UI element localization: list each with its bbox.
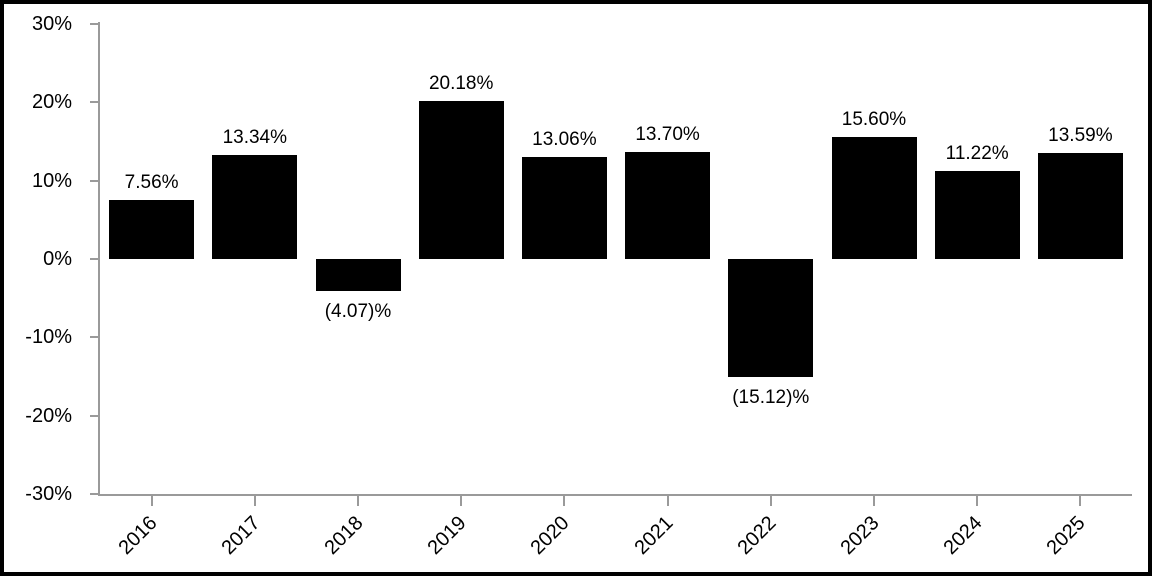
bar-value-label: 13.06% <box>532 128 597 150</box>
x-axis-line <box>98 494 1132 496</box>
bar-2016 <box>109 199 195 259</box>
bar-2022 <box>728 259 814 378</box>
x-axis-tick-label: 2024 <box>939 512 987 560</box>
bar-value-label: (4.07)% <box>324 300 392 322</box>
y-axis-tick <box>90 258 98 260</box>
y-axis-tick-label: 30% <box>31 13 72 35</box>
y-axis-tick <box>90 493 98 495</box>
x-axis-tick <box>1079 496 1082 506</box>
x-axis-tick <box>253 496 256 506</box>
bar-value-label: 20.18% <box>428 72 494 94</box>
y-axis-tick-label: 0% <box>43 248 72 270</box>
bar-value-label: 15.60% <box>841 108 907 130</box>
x-axis-tick <box>150 496 153 506</box>
x-axis-tick-label: 2022 <box>733 512 781 560</box>
y-axis-tick-label: -30% <box>25 483 72 505</box>
x-axis-tick-label: 2017 <box>217 512 265 560</box>
x-axis-tick-label: 2020 <box>526 512 574 560</box>
x-axis-tick-label: 2023 <box>836 512 884 560</box>
bar-value-label: 13.34% <box>222 126 288 148</box>
bar-2021 <box>625 151 711 259</box>
x-axis-tick <box>769 496 772 506</box>
x-axis-tick <box>976 496 979 506</box>
x-axis-tick <box>357 496 359 506</box>
bar-2025 <box>1037 152 1123 259</box>
plot-area: 30% 20% 10% 0% -10% -20% -30% 7.56% 2016 13.34% 20… <box>4 4 1148 572</box>
y-axis-tick-label: 20% <box>31 91 72 114</box>
y-axis-tick <box>90 179 98 182</box>
bar-2018 <box>315 259 401 291</box>
x-axis-tick <box>563 496 566 506</box>
bar-2019 <box>418 100 504 259</box>
y-axis-tick <box>90 23 98 25</box>
bar-value-label: 7.56% <box>124 171 179 193</box>
x-axis-tick-label: 2019 <box>423 512 471 560</box>
x-axis-tick-label: 2021 <box>630 512 678 560</box>
bar-2017 <box>212 154 298 259</box>
bar-2024 <box>934 171 1020 259</box>
bar-2023 <box>831 136 917 259</box>
bar-value-label: 13.59% <box>1048 124 1113 146</box>
y-axis-line <box>98 22 100 496</box>
x-axis-tick-label: 2025 <box>1042 512 1090 560</box>
y-axis-tick <box>90 414 98 417</box>
x-axis-tick <box>873 496 875 506</box>
y-axis-tick-label: -20% <box>25 404 72 427</box>
bar-2020 <box>521 156 607 259</box>
x-axis-tick-label: 2016 <box>114 512 162 560</box>
x-axis-tick <box>666 496 669 506</box>
x-axis-tick <box>460 496 463 506</box>
y-axis-tick-label: 10% <box>31 169 72 192</box>
y-axis-tick-label: -10% <box>25 326 72 349</box>
bar-value-label: 13.70% <box>635 123 700 145</box>
y-axis-tick <box>90 336 98 339</box>
x-axis-tick-label: 2018 <box>320 512 368 560</box>
y-axis-tick <box>90 101 98 104</box>
bar-value-label: (15.12)% <box>732 387 810 409</box>
bar-value-label: 11.22% <box>945 143 1009 165</box>
